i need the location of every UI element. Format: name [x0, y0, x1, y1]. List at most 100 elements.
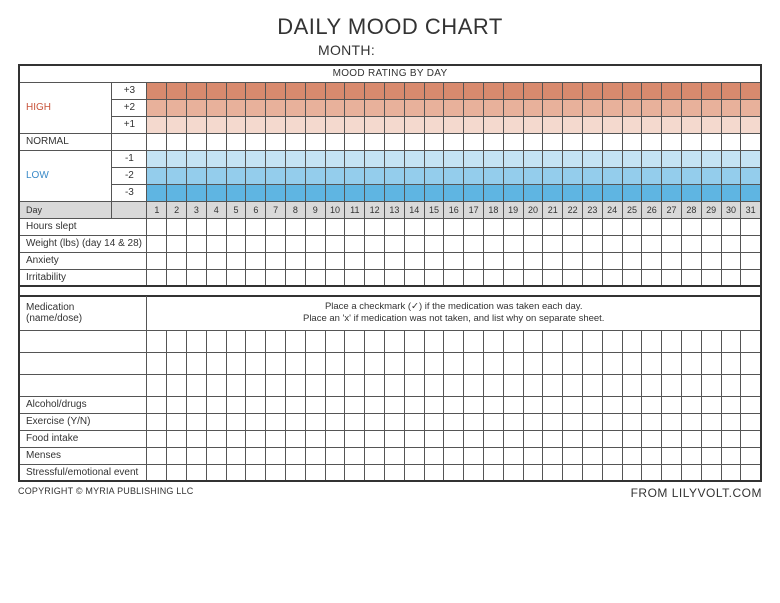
day-cell[interactable] — [483, 396, 503, 413]
day-cell[interactable] — [681, 430, 701, 447]
day-cell[interactable] — [503, 430, 523, 447]
day-cell[interactable] — [206, 167, 226, 184]
day-cell[interactable] — [543, 374, 563, 396]
day-cell[interactable] — [246, 413, 266, 430]
day-cell[interactable] — [662, 235, 682, 252]
day-cell[interactable] — [404, 430, 424, 447]
day-cell[interactable] — [582, 150, 602, 167]
day-cell[interactable] — [206, 133, 226, 150]
day-cell[interactable] — [345, 99, 365, 116]
day-cell[interactable] — [642, 218, 662, 235]
day-cell[interactable] — [622, 150, 642, 167]
day-cell[interactable] — [404, 82, 424, 99]
day-cell[interactable] — [365, 252, 385, 269]
day-cell[interactable] — [325, 269, 345, 286]
day-cell[interactable] — [701, 464, 721, 481]
day-cell[interactable] — [662, 269, 682, 286]
day-cell[interactable] — [385, 430, 405, 447]
day-cell[interactable] — [147, 133, 167, 150]
day-cell[interactable] — [266, 133, 286, 150]
day-cell[interactable] — [365, 116, 385, 133]
day-cell[interactable] — [622, 167, 642, 184]
day-cell[interactable] — [424, 330, 444, 352]
day-cell[interactable] — [642, 82, 662, 99]
day-cell[interactable] — [147, 413, 167, 430]
day-cell[interactable] — [226, 235, 246, 252]
day-cell[interactable] — [365, 82, 385, 99]
day-cell[interactable] — [404, 235, 424, 252]
day-cell[interactable] — [167, 99, 187, 116]
day-cell[interactable] — [741, 167, 761, 184]
day-cell[interactable] — [602, 82, 622, 99]
day-cell[interactable] — [365, 352, 385, 374]
day-cell[interactable] — [681, 184, 701, 201]
day-cell[interactable] — [701, 352, 721, 374]
day-cell[interactable] — [147, 150, 167, 167]
day-cell[interactable] — [187, 413, 207, 430]
day-cell[interactable] — [404, 184, 424, 201]
day-cell[interactable] — [523, 150, 543, 167]
day-cell[interactable] — [226, 269, 246, 286]
day-cell[interactable] — [741, 330, 761, 352]
day-cell[interactable] — [226, 99, 246, 116]
day-cell[interactable] — [167, 235, 187, 252]
day-cell[interactable] — [325, 464, 345, 481]
day-cell[interactable] — [147, 99, 167, 116]
day-cell[interactable] — [483, 413, 503, 430]
day-cell[interactable] — [365, 374, 385, 396]
day-cell[interactable] — [642, 413, 662, 430]
day-cell[interactable] — [622, 447, 642, 464]
day-cell[interactable] — [424, 235, 444, 252]
day-cell[interactable] — [286, 218, 306, 235]
day-cell[interactable] — [563, 374, 583, 396]
day-cell[interactable] — [404, 447, 424, 464]
day-cell[interactable] — [424, 430, 444, 447]
day-cell[interactable] — [266, 374, 286, 396]
day-cell[interactable] — [464, 167, 484, 184]
day-cell[interactable] — [464, 396, 484, 413]
day-cell[interactable] — [622, 99, 642, 116]
day-cell[interactable] — [543, 396, 563, 413]
day-cell[interactable] — [325, 396, 345, 413]
day-cell[interactable] — [523, 269, 543, 286]
day-cell[interactable] — [424, 133, 444, 150]
day-cell[interactable] — [424, 99, 444, 116]
day-cell[interactable] — [543, 330, 563, 352]
day-cell[interactable] — [602, 447, 622, 464]
day-cell[interactable] — [325, 82, 345, 99]
day-cell[interactable] — [701, 99, 721, 116]
day-cell[interactable] — [147, 330, 167, 352]
day-cell[interactable] — [365, 464, 385, 481]
day-cell[interactable] — [483, 184, 503, 201]
day-cell[interactable] — [286, 252, 306, 269]
day-cell[interactable] — [681, 82, 701, 99]
day-cell[interactable] — [444, 330, 464, 352]
day-cell[interactable] — [464, 413, 484, 430]
day-cell[interactable] — [305, 396, 325, 413]
day-cell[interactable] — [404, 374, 424, 396]
day-cell[interactable] — [206, 413, 226, 430]
day-cell[interactable] — [305, 167, 325, 184]
medication-name-cell[interactable] — [19, 352, 147, 374]
day-cell[interactable] — [662, 82, 682, 99]
day-cell[interactable] — [266, 218, 286, 235]
day-cell[interactable] — [464, 133, 484, 150]
day-cell[interactable] — [642, 252, 662, 269]
day-cell[interactable] — [602, 464, 622, 481]
day-cell[interactable] — [543, 167, 563, 184]
day-cell[interactable] — [741, 374, 761, 396]
day-cell[interactable] — [701, 330, 721, 352]
day-cell[interactable] — [226, 464, 246, 481]
day-cell[interactable] — [523, 184, 543, 201]
day-cell[interactable] — [582, 464, 602, 481]
day-cell[interactable] — [246, 218, 266, 235]
day-cell[interactable] — [226, 413, 246, 430]
day-cell[interactable] — [721, 150, 741, 167]
day-cell[interactable] — [226, 218, 246, 235]
day-cell[interactable] — [345, 269, 365, 286]
day-cell[interactable] — [582, 352, 602, 374]
day-cell[interactable] — [602, 116, 622, 133]
day-cell[interactable] — [385, 184, 405, 201]
day-cell[interactable] — [503, 82, 523, 99]
day-cell[interactable] — [741, 413, 761, 430]
